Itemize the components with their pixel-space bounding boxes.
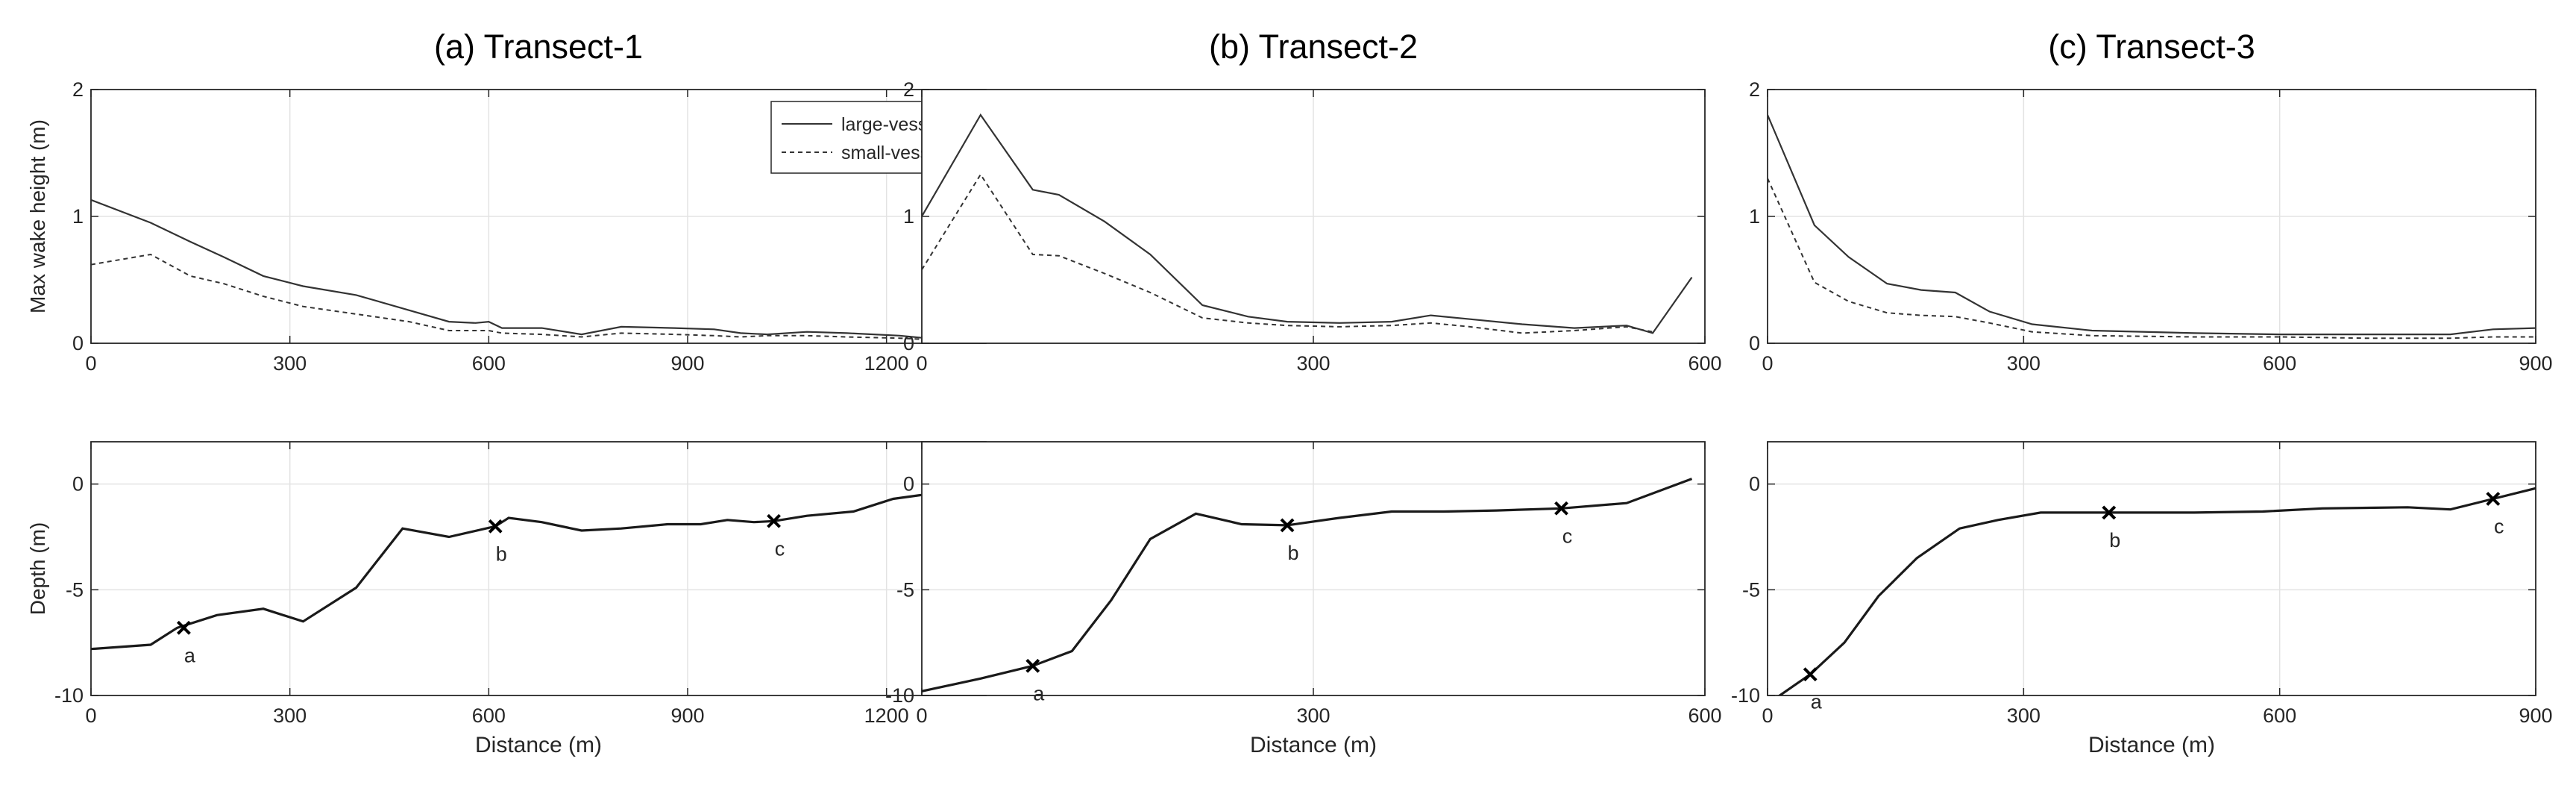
marker-label-c: c xyxy=(775,537,785,560)
y-tick-label: -10 xyxy=(885,684,914,707)
y-tick-label: 2 xyxy=(1749,78,1760,101)
y-tick-label: 0 xyxy=(72,332,84,354)
data-layer xyxy=(1777,487,2536,695)
series-line-large-vessel xyxy=(91,198,986,343)
plot-area xyxy=(1768,442,2536,695)
x-tick-label: 0 xyxy=(85,352,96,375)
marker-label-c: c xyxy=(2494,516,2504,538)
x-tick-label: 300 xyxy=(2007,352,2041,375)
marker-label-a: a xyxy=(1811,691,1823,713)
x-tick-label: 0 xyxy=(1762,352,1773,375)
y-tick-label: 1 xyxy=(1749,205,1760,228)
depth-axes: 0 300 600 -10 -5 0 Distance (m) a b c xyxy=(885,441,1722,757)
y-tick-label: 0 xyxy=(1749,473,1760,495)
x-tick-label: 0 xyxy=(1762,704,1773,727)
x-tick-label: 300 xyxy=(273,704,307,727)
x-tick-label: 300 xyxy=(2007,704,2041,727)
y-tick-label: 1 xyxy=(903,205,914,228)
x-tick-label: 900 xyxy=(2519,352,2552,375)
y-tick-label: 1 xyxy=(72,205,84,228)
marker-c xyxy=(767,513,781,528)
depth-profile-line xyxy=(922,478,1693,692)
marker-label-a: a xyxy=(1033,682,1045,704)
x-tick-label: 600 xyxy=(472,704,506,727)
series-line-small-vessel xyxy=(91,253,986,343)
y-tick-label: 2 xyxy=(72,78,84,101)
x-tick-label: 600 xyxy=(1688,352,1721,375)
x-axis-label: Distance (m) xyxy=(2088,733,2215,757)
x-tick-label: 900 xyxy=(670,704,704,727)
y-tick-label: -10 xyxy=(1731,684,1760,707)
marker-label-b: b xyxy=(2109,529,2120,551)
wake-axes: 0 300 600 0 1 2 xyxy=(903,78,1722,375)
marker-b xyxy=(2102,505,2117,520)
x-tick-label: 900 xyxy=(2519,704,2552,727)
x-axis-label: Distance (m) xyxy=(1250,733,1377,757)
y-tick-label: -5 xyxy=(896,578,914,601)
x-tick-label: 600 xyxy=(2263,352,2296,375)
y-tick-label: -5 xyxy=(66,578,84,601)
axes-frame xyxy=(1767,441,2536,696)
y-tick-label: 0 xyxy=(903,332,914,354)
series-line-small-vessel xyxy=(1768,178,2536,340)
marker-label-b: b xyxy=(1287,542,1298,564)
marker-label-a: a xyxy=(184,644,196,666)
marker-b xyxy=(1280,518,1295,533)
panel-title: (a) Transect-1 xyxy=(434,28,643,66)
y-axis-label: Max wake height (m) xyxy=(26,119,49,313)
y-tick-label: 0 xyxy=(903,473,914,495)
marker-c xyxy=(2486,492,2501,506)
x-tick-label: 0 xyxy=(916,704,927,727)
x-tick-label: 900 xyxy=(670,352,704,375)
marker-label-c: c xyxy=(1562,525,1573,547)
depth-profile-line xyxy=(91,487,986,651)
depth-profile-line xyxy=(1777,487,2536,695)
x-tick-label: 600 xyxy=(2263,704,2296,727)
y-tick-label: 0 xyxy=(1749,332,1760,354)
marker-a xyxy=(1803,667,1818,682)
x-tick-label: 300 xyxy=(1296,352,1330,375)
marker-a xyxy=(1025,658,1040,673)
series-line-large-vessel xyxy=(1768,114,2536,336)
y-tick-label: -10 xyxy=(54,684,84,707)
x-tick-label: 1200 xyxy=(864,704,909,727)
y-tick-label: 2 xyxy=(903,78,914,101)
data-layer xyxy=(922,113,1693,334)
x-tick-label: 300 xyxy=(273,352,307,375)
x-tick-label: 0 xyxy=(85,704,96,727)
panel-title: (c) Transect-3 xyxy=(2048,28,2255,66)
marker-label-b: b xyxy=(496,543,507,565)
y-axis-label: Depth (m) xyxy=(26,522,49,615)
plot-area xyxy=(91,442,986,695)
x-tick-label: 600 xyxy=(472,352,506,375)
panel-2: (b) Transect-2 0 300 600 0 1 2 0 300 600 -10 -5 0 Dis… xyxy=(885,28,1722,757)
data-layer xyxy=(91,198,986,343)
x-tick-label: 300 xyxy=(1296,704,1330,727)
panel-3: (c) Transect-3 0 300 600 900 0 1 2 0 300 600 900 -10… xyxy=(1731,28,2553,757)
y-tick-label: -5 xyxy=(1742,578,1760,601)
series-line-small-vessel xyxy=(922,173,1653,334)
depth-axes: 0 300 600 900 -10 -5 0 Distance (m) a b c xyxy=(1731,441,2553,757)
wake-axes: 0 300 600 900 0 1 2 xyxy=(1749,78,2553,375)
y-tick-label: 0 xyxy=(72,473,84,495)
data-layer xyxy=(1768,114,2536,340)
x-tick-label: 0 xyxy=(916,352,927,375)
x-tick-label: 600 xyxy=(1688,704,1721,727)
marker-a xyxy=(177,620,191,635)
data-layer xyxy=(922,478,1693,692)
marker-c xyxy=(1554,501,1568,516)
series-line-large-vessel xyxy=(922,113,1693,334)
marker-b xyxy=(488,519,503,534)
panel-title: (b) Transect-2 xyxy=(1209,28,1418,66)
x-axis-label: Distance (m) xyxy=(475,733,602,757)
data-layer xyxy=(91,487,986,651)
x-tick-label: 1200 xyxy=(864,352,909,375)
